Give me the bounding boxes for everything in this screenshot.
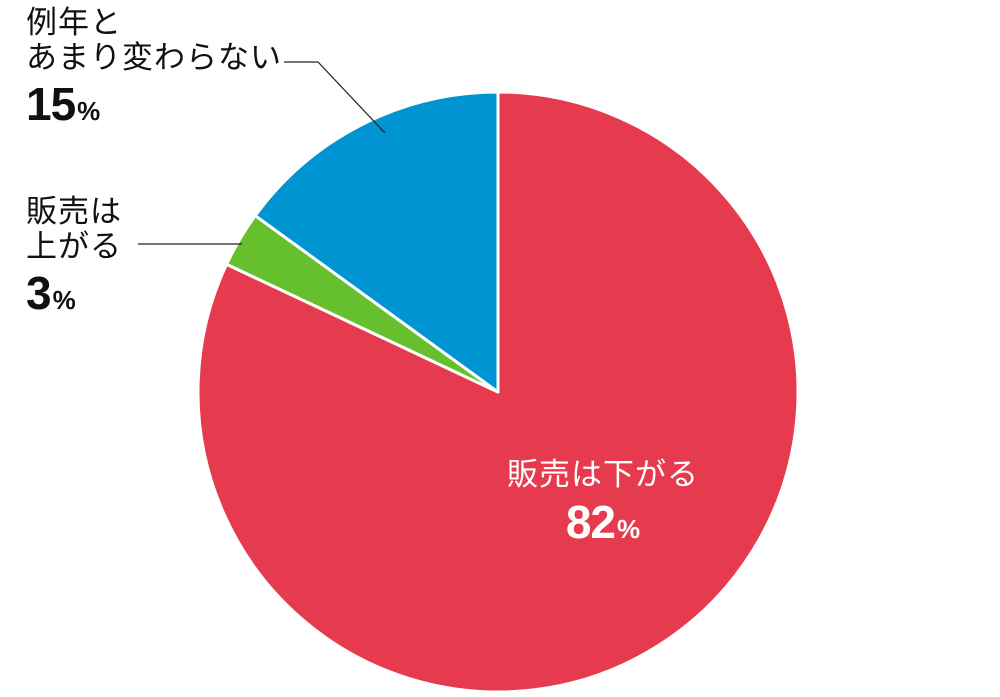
value-label-unchanged: 15% — [26, 79, 282, 131]
label-unchanged: 例年と あまり変わらない 15% — [26, 6, 282, 131]
value-unchanged-unit: % — [77, 96, 101, 127]
label-unchanged-line1: 例年と — [26, 5, 122, 41]
value-decrease-number: 82 — [565, 495, 616, 548]
value-label-decrease: 82% — [488, 495, 718, 549]
label-decrease-line1: 販売は下がる — [507, 457, 699, 493]
leader-line-unchanged — [284, 61, 386, 134]
label-increase-line1: 販売は — [26, 194, 122, 230]
label-unchanged-line2: あまり変わらない — [26, 39, 282, 76]
label-decrease: 販売は下がる 82% — [488, 458, 718, 548]
slice-unchanged — [253, 90, 500, 394]
value-label-increase: 3% — [26, 268, 122, 320]
value-unchanged-number: 15 — [26, 78, 76, 131]
value-decrease-unit: % — [617, 513, 641, 544]
label-increase: 販売は 上がる 3% — [26, 195, 122, 320]
label-increase-line2: 上がる — [26, 228, 122, 265]
value-increase-number: 3 — [26, 267, 52, 320]
value-increase-unit: % — [52, 285, 76, 316]
